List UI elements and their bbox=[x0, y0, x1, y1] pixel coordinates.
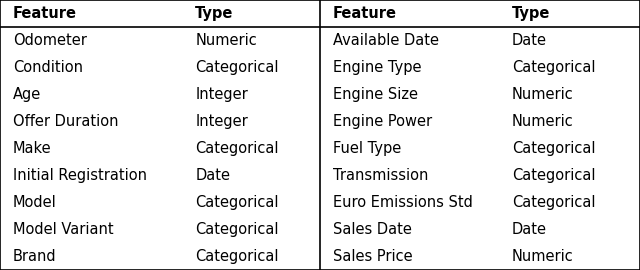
Text: Offer Duration: Offer Duration bbox=[13, 114, 118, 129]
Text: Available Date: Available Date bbox=[333, 33, 439, 48]
Text: Age: Age bbox=[13, 87, 41, 102]
Text: Numeric: Numeric bbox=[512, 114, 573, 129]
Text: Initial Registration: Initial Registration bbox=[13, 168, 147, 183]
Text: Type: Type bbox=[512, 6, 550, 21]
Text: Engine Size: Engine Size bbox=[333, 87, 418, 102]
Text: Date: Date bbox=[512, 222, 547, 237]
Text: Categorical: Categorical bbox=[512, 195, 595, 210]
Text: Fuel Type: Fuel Type bbox=[333, 141, 401, 156]
Text: Brand: Brand bbox=[13, 249, 56, 264]
Text: Categorical: Categorical bbox=[195, 195, 278, 210]
Text: Engine Type: Engine Type bbox=[333, 60, 421, 75]
Text: Date: Date bbox=[512, 33, 547, 48]
Text: Integer: Integer bbox=[195, 114, 248, 129]
Text: Model: Model bbox=[13, 195, 56, 210]
Text: Categorical: Categorical bbox=[512, 168, 595, 183]
Text: Make: Make bbox=[13, 141, 51, 156]
Text: Feature: Feature bbox=[333, 6, 397, 21]
Text: Categorical: Categorical bbox=[512, 141, 595, 156]
Text: Sales Date: Sales Date bbox=[333, 222, 412, 237]
Text: Categorical: Categorical bbox=[195, 141, 278, 156]
Text: Odometer: Odometer bbox=[13, 33, 86, 48]
Text: Integer: Integer bbox=[195, 87, 248, 102]
Text: Feature: Feature bbox=[13, 6, 77, 21]
Text: Condition: Condition bbox=[13, 60, 83, 75]
Text: Categorical: Categorical bbox=[195, 222, 278, 237]
Text: Categorical: Categorical bbox=[512, 60, 595, 75]
Text: Euro Emissions Std: Euro Emissions Std bbox=[333, 195, 473, 210]
Text: Transmission: Transmission bbox=[333, 168, 428, 183]
Text: Numeric: Numeric bbox=[195, 33, 257, 48]
Text: Model Variant: Model Variant bbox=[13, 222, 113, 237]
Text: Sales Price: Sales Price bbox=[333, 249, 412, 264]
Text: Date: Date bbox=[195, 168, 230, 183]
Text: Type: Type bbox=[195, 6, 234, 21]
Text: Categorical: Categorical bbox=[195, 60, 278, 75]
Text: Categorical: Categorical bbox=[195, 249, 278, 264]
Text: Numeric: Numeric bbox=[512, 87, 573, 102]
Text: Numeric: Numeric bbox=[512, 249, 573, 264]
Text: Engine Power: Engine Power bbox=[333, 114, 432, 129]
